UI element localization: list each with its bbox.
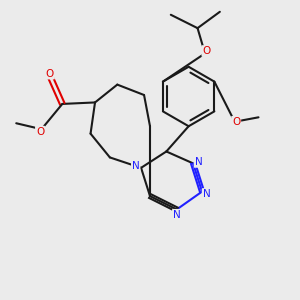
- Text: N: N: [202, 189, 210, 199]
- Text: N: N: [132, 161, 140, 171]
- Text: O: O: [202, 46, 211, 56]
- Text: O: O: [232, 117, 240, 127]
- Text: N: N: [195, 157, 202, 167]
- Text: N: N: [173, 210, 181, 220]
- Text: O: O: [36, 127, 44, 136]
- Text: O: O: [46, 69, 54, 79]
